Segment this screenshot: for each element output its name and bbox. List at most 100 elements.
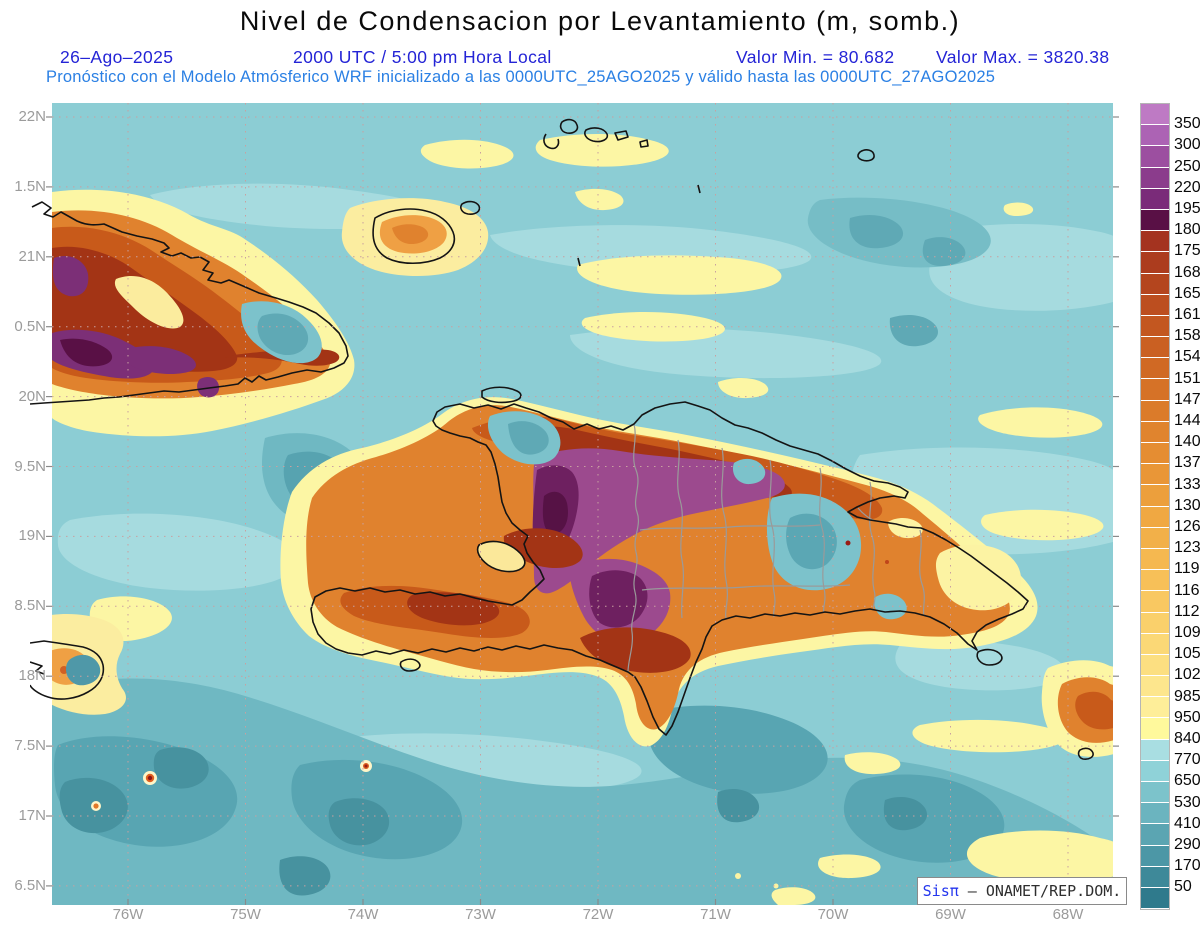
colorbar-segment [1141, 315, 1169, 338]
x-axis-label: 70W [817, 906, 849, 923]
colorbar-segment [1141, 654, 1169, 677]
colorbar-tick-label: 1950 [1174, 200, 1200, 217]
colorbar-tick-label: 2500 [1174, 157, 1200, 175]
colorbar-segment [1141, 570, 1169, 592]
colorbar-tick-label: 410 [1174, 814, 1200, 832]
cuba-coastline [30, 201, 349, 405]
colorbar-tick-label: 1750 [1174, 242, 1200, 260]
colorbar-tick-label: 1580 [1174, 327, 1200, 345]
y-axis-label: 22N [18, 108, 46, 125]
turks-island-3 [614, 130, 629, 141]
tortuga-coastline [481, 386, 522, 404]
colorbar-tick-label: 1020 [1174, 666, 1200, 684]
x-axis-label: 72W [582, 906, 614, 923]
y-axis-label: 18N [18, 667, 46, 685]
colorbar-tick-label: 1230 [1174, 539, 1200, 557]
deep-ocean-patches [52, 197, 1113, 905]
islet-mark-2 [577, 257, 581, 267]
colorbar-tick-label: 290 [1174, 836, 1200, 853]
colorbar-tick-label: 1160 [1174, 581, 1200, 599]
colorbar-segment [1141, 231, 1169, 253]
colorbar-segment [1141, 697, 1169, 719]
colorbar [1140, 103, 1170, 911]
y-axis-label: 7.5N [14, 737, 46, 755]
page-title: Nivel de Condensacion por Levantamiento … [239, 6, 961, 36]
colorbar-tick-label: 1685 [1174, 263, 1200, 281]
colorbar-segment [1141, 612, 1169, 634]
colorbar-segment [1141, 782, 1169, 804]
time-label: 2000 UTC / 5:00 pm Hora Local [293, 47, 552, 67]
colorbar-tick-label: 170 [1174, 857, 1200, 875]
x-axis-label: 68W [1052, 906, 1084, 923]
value-max-label: Valor Max. = 3820.38 [936, 47, 1110, 67]
colorbar-tick-label: 2200 [1174, 178, 1200, 196]
colorbar-tick-label: 50 [1174, 878, 1192, 896]
colorbar-tick-label: 650 [1174, 772, 1200, 790]
colorbar-segment [1141, 803, 1169, 825]
x-axis-label: 69W [935, 906, 966, 923]
colorbar-tick-label: 1125 [1174, 602, 1200, 620]
turks-island-2 [584, 127, 609, 143]
colorbar-segment [1141, 866, 1169, 888]
y-axis-label: 1.5N [14, 177, 46, 195]
jamaica-coastline [30, 640, 105, 700]
colorbar-segment [1141, 337, 1169, 359]
colorbar-segment [1141, 358, 1169, 380]
colorbar-tick-label: 1475 [1174, 390, 1200, 408]
colorbar-segment [1141, 421, 1169, 443]
weather-map [30, 103, 1119, 905]
colorbar-tick-label: 1545 [1174, 348, 1200, 366]
islet-mark-1 [697, 184, 701, 194]
colorbar-tick-label: 1335 [1174, 475, 1200, 493]
date-label: 26–Ago–2025 [60, 47, 174, 67]
colorbar-segment [1141, 464, 1169, 486]
colorbar-segment [1141, 506, 1169, 528]
colorbar-segment [1141, 739, 1169, 761]
colorbar-tick-label: 3500 [1174, 115, 1200, 133]
turks-island-4 [543, 133, 560, 150]
colorbar-segment [1141, 845, 1169, 867]
y-axis-label: 9.5N [14, 457, 46, 475]
great-inagua-coastline [372, 208, 456, 265]
coast-fragment [30, 661, 45, 675]
colorbar-tick-label: 1090 [1174, 624, 1200, 641]
colorbar-segment [1141, 379, 1169, 401]
colorbar-segment [1141, 167, 1169, 189]
colorbar-segment [1141, 485, 1169, 507]
pr-islet-coastline [1077, 747, 1094, 760]
x-axis-label: 71W [700, 906, 731, 923]
colorbar-segment [1141, 400, 1169, 422]
hotspot-dots [91, 760, 779, 889]
turks-island-5 [639, 139, 649, 148]
y-axis-label: 20N [18, 387, 46, 405]
colorbar-segment [1141, 188, 1169, 210]
colorbar-tick-label: 1265 [1174, 518, 1200, 535]
province-borders [627, 423, 925, 673]
colorbar-segment [1141, 718, 1169, 740]
colorbar-tick-label: 1650 [1174, 284, 1200, 302]
y-axis-label: 6.5N [14, 876, 46, 894]
colorbar-tick-label: 530 [1174, 793, 1200, 811]
colorbar-tick-label: 1055 [1174, 645, 1200, 663]
gonave-island-fill [477, 541, 525, 572]
attribution-box: Sisπ – ONAMET/REP.DOM. [917, 877, 1127, 905]
colorbar-tick-label: 950 [1174, 708, 1200, 726]
forecast-subtitle: Pronóstico con el Modelo Atmósferico WRF… [46, 68, 996, 86]
hispaniola-coastline [310, 401, 1029, 736]
y-axis-label: 19N [18, 527, 46, 545]
colorbar-segment [1141, 887, 1169, 910]
colorbar-tick-label: 1440 [1174, 412, 1200, 429]
colorbar-segment [1141, 676, 1169, 698]
colorbar-segment [1141, 104, 1169, 126]
hispaniola-field [280, 397, 1038, 747]
colorbar-tick-label: 3000 [1174, 136, 1200, 154]
colorbar-tick-label: 985 [1174, 687, 1200, 705]
colorbar-segment [1141, 824, 1169, 846]
y-axis-label: 17N [18, 807, 46, 824]
colorbar-tick-label: 1800 [1174, 221, 1200, 239]
colorbar-tick-label: 1405 [1174, 433, 1200, 451]
x-axis-label: 75W [230, 906, 261, 923]
colorbar-tick-label: 1615 [1174, 306, 1200, 323]
yellow-streaks [89, 134, 1113, 905]
turks-island-1 [559, 118, 579, 134]
